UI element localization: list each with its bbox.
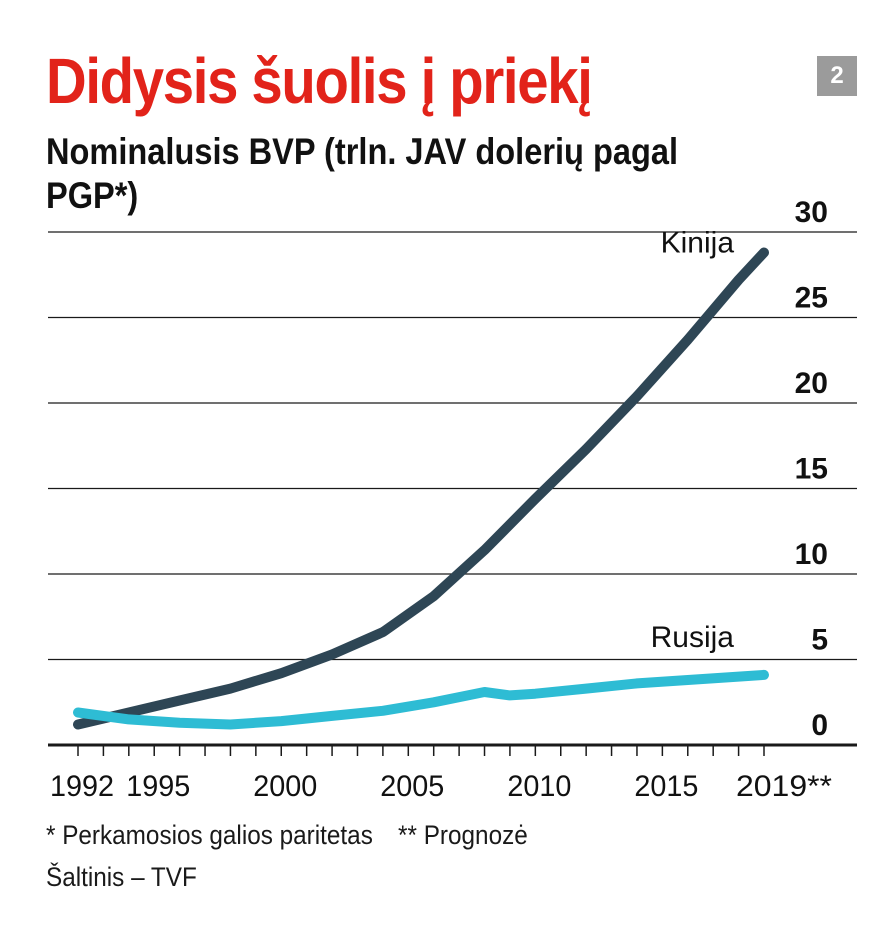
y-tick-label: 15 <box>795 453 828 486</box>
y-tick-label: 25 <box>795 282 828 315</box>
x-tick-label: 1992 <box>50 770 114 803</box>
y-axis-ticks: 0 5 10 15 20 25 30 <box>795 196 828 742</box>
x-axis-ticks: 1992 1995 2000 2005 2010 2015 2019** <box>50 745 832 803</box>
gridlines <box>48 231 857 747</box>
footnotes: * Perkamosios galios paritetas ** Prognoz… <box>46 820 528 851</box>
y-tick-label: 20 <box>795 367 828 400</box>
page-number-badge: 2 <box>817 56 857 96</box>
series-line-russia <box>73 669 769 730</box>
y-tick-label: 0 <box>811 709 828 742</box>
chart-title: Didysis šuolis į priekį <box>46 45 593 117</box>
series-line-china <box>73 247 769 730</box>
series-label-russia: Rusija <box>651 621 735 654</box>
series-labels: Kinija Rusija <box>651 227 735 654</box>
x-tick-label: 2015 <box>634 770 698 803</box>
y-tick-label: 10 <box>795 538 828 571</box>
y-tick-label: 30 <box>795 196 828 229</box>
x-tick-label: 2000 <box>253 770 317 803</box>
chart-subtitle: Nominalusis BVP (trln. JAV dolerių pagal… <box>46 131 679 216</box>
x-tick-label: 2005 <box>380 770 444 803</box>
footnote-forecast: ** Prognozė <box>398 820 528 850</box>
x-tick-label: 1995 <box>126 770 190 803</box>
series-lines <box>73 247 769 730</box>
series-label-china: Kinija <box>661 227 735 260</box>
x-tick-label: 2010 <box>507 770 571 803</box>
x-tick-label: 2019** <box>736 770 832 803</box>
source-note: Šaltinis – TVF <box>46 862 197 892</box>
y-tick-label: 5 <box>811 624 828 657</box>
footnote-ppp: * Perkamosios galios paritetas <box>46 820 373 850</box>
